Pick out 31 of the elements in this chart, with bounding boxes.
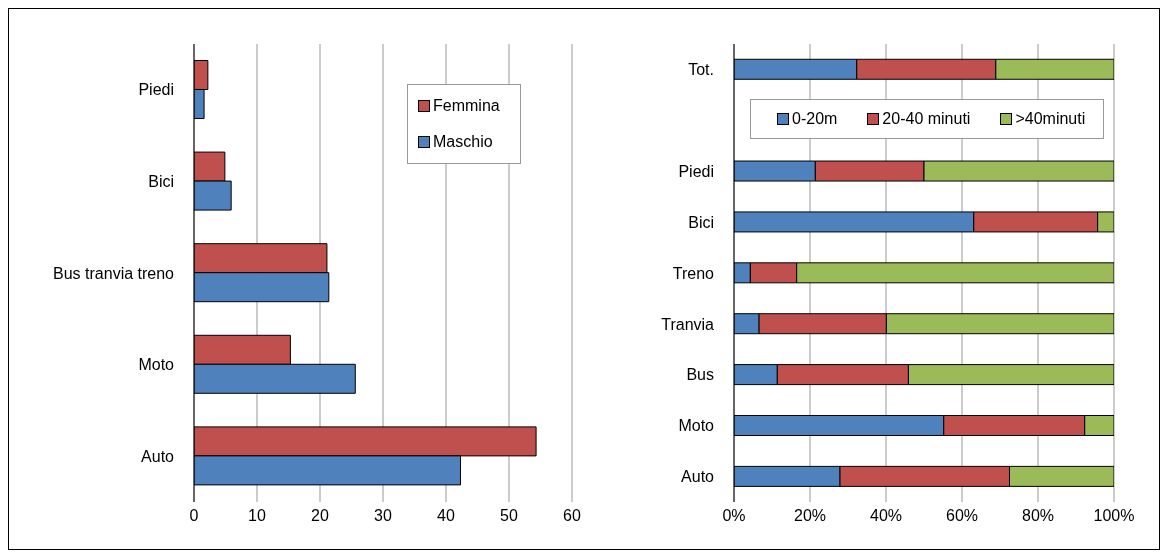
x-tick-label: 0% — [722, 507, 746, 525]
x-tick-label: 20 — [311, 507, 329, 525]
x-tick-label: 50 — [500, 507, 518, 525]
x-tick-label: 20% — [793, 507, 827, 525]
x-tick-label: 60 — [563, 507, 581, 525]
x-tick-label: 0 — [189, 507, 199, 525]
y-tick-label: Moto — [138, 356, 175, 374]
y-tick-label: Treno — [672, 264, 715, 282]
y-tick-label: Bus tranvia treno — [53, 264, 175, 282]
y-tick-label: Piedi — [678, 162, 714, 180]
x-tick-label: 30 — [374, 507, 392, 525]
y-tick-label: Tot. — [688, 61, 714, 79]
legend-label: Maschio — [433, 133, 493, 151]
legend-label: >40minuti — [1015, 110, 1086, 128]
x-tick-label: 40% — [869, 507, 903, 525]
y-tick-label: Auto — [141, 447, 175, 465]
legend-label: 0-20m — [792, 110, 838, 128]
x-tick-label: 60% — [945, 507, 979, 525]
legend-label: Femmina — [433, 97, 500, 115]
y-tick-label: Bici — [688, 213, 714, 231]
x-tick-label: 10 — [248, 507, 266, 525]
legend-label: 20-40 minuti — [882, 110, 971, 128]
y-tick-label: Bici — [148, 173, 174, 191]
y-tick-label: Tranvia — [661, 315, 715, 333]
x-tick-label: 80% — [1021, 507, 1055, 525]
y-tick-label: Piedi — [138, 81, 174, 99]
y-tick-label: Bus — [686, 366, 714, 384]
y-tick-label: Auto — [681, 468, 715, 486]
x-tick-label: 100% — [1093, 507, 1135, 525]
y-tick-label: Moto — [678, 417, 715, 435]
x-tick-label: 40 — [437, 507, 455, 525]
